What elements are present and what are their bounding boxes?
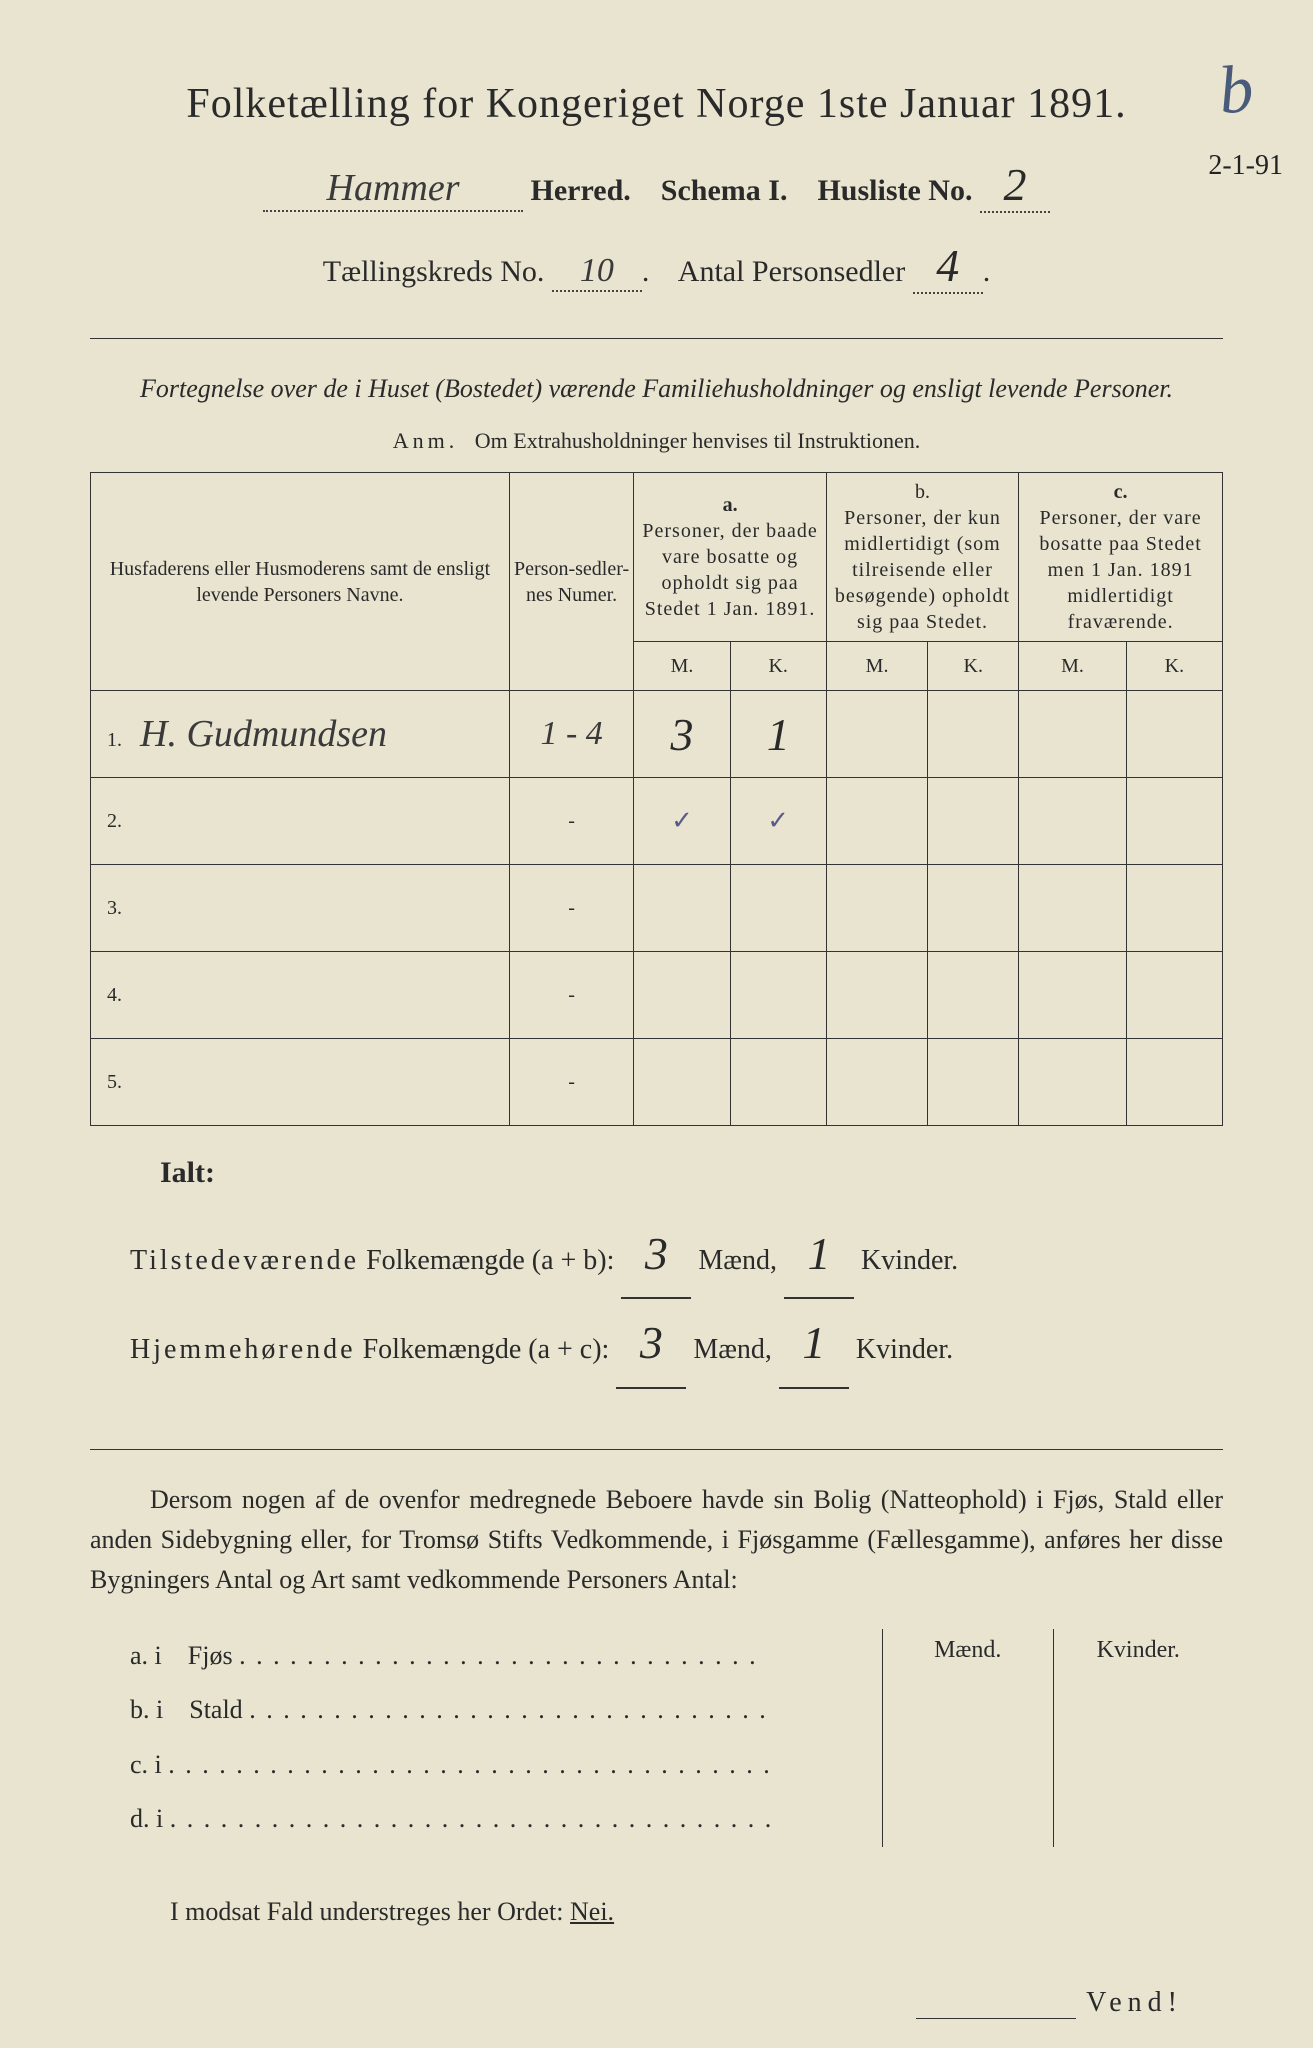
total-tilstede-k: 1 [807, 1228, 830, 1279]
col-header-c: c. Personer, der vare bosatte paa Stedet… [1019, 473, 1223, 642]
col-c-m: M. [1019, 642, 1127, 691]
col-header-numer: Person-sedler-nes Numer. [509, 473, 634, 691]
bottom-table: a. i Fjøs . . . . . . . . . . . . . . . … [90, 1629, 1223, 1847]
totals-block: Tilstedeværende Folkemængde (a + b): 3 M… [130, 1210, 1223, 1389]
anm-prefix: Anm. [393, 428, 459, 453]
nei-word: Nei. [570, 1897, 614, 1926]
husliste-label: Husliste No. [817, 174, 972, 207]
col-header-a: a. Personer, der baade vare bosatte og o… [634, 473, 826, 642]
kreds-value: 10 [580, 252, 614, 289]
table-row: 3. - [91, 865, 1223, 952]
herred-label: Herred. [531, 174, 631, 207]
husliste-value: 2 [1003, 159, 1026, 210]
bottom-kvinder-header: Kvinder. [1054, 1629, 1224, 1672]
bottom-list: a. i Fjøs . . . . . . . . . . . . . . . … [90, 1629, 882, 1847]
antal-label: Antal Personsedler [678, 255, 905, 288]
modsat-line: I modsat Fald understreges her Ordet: Ne… [170, 1897, 1223, 1927]
col-b-k: K. [928, 642, 1019, 691]
total-hjemme-k: 1 [802, 1317, 825, 1368]
col-header-b: b. Personer, der kun midlertidigt (som t… [826, 473, 1018, 642]
col-header-names: Husfaderens eller Husmoderens samt de en… [91, 473, 510, 691]
table-row: 4. - [91, 952, 1223, 1039]
row1-name: H. Gudmundsen [140, 713, 387, 755]
table-row: 5. - [91, 1039, 1223, 1126]
col-b-m: M. [826, 642, 928, 691]
bottom-maend-header: Mænd. [883, 1629, 1053, 1672]
main-table: Husfaderens eller Husmoderens samt de en… [90, 472, 1223, 1126]
bottom-mk-cols: Mænd. Kvinder. [882, 1629, 1223, 1847]
total-tilstede-m: 3 [645, 1228, 668, 1279]
anm-line: Anm. Om Extrahusholdninger henvises til … [90, 428, 1223, 454]
header-line-herred: Hammer Herred. Schema I. Husliste No. 2 [90, 158, 1223, 213]
vend-label: Vend! [90, 1987, 1183, 2019]
divider-2 [90, 1449, 1223, 1450]
kreds-label: Tællingskreds No. [323, 255, 545, 288]
document-title: Folketælling for Kongeriget Norge 1ste J… [90, 80, 1223, 128]
antal-value: 4 [936, 240, 959, 291]
margin-date: 2-1-91 [1208, 150, 1283, 182]
ialt-label: Ialt: [160, 1156, 1223, 1190]
subtitle: Fortegnelse over de i Huset (Bostedet) v… [90, 369, 1223, 408]
header-line-kreds: Tællingskreds No. 10. Antal Personsedler… [90, 239, 1223, 294]
divider [90, 338, 1223, 339]
paragraph: Dersom nogen af de ovenfor medregnede Be… [90, 1480, 1223, 1601]
document-page: b 2-1-91 Folketælling for Kongeriget Nor… [0, 0, 1313, 2048]
schema-label: Schema I. [661, 174, 788, 207]
col-c-k: K. [1126, 642, 1222, 691]
total-hjemme-m: 3 [640, 1317, 663, 1368]
herred-value: Hammer [327, 167, 460, 209]
table-row: 2. - ✓ ✓ [91, 778, 1223, 865]
anm-text: Om Extrahusholdninger henvises til Instr… [475, 428, 920, 453]
col-a-k: K. [730, 642, 826, 691]
table-row: 1. H. Gudmundsen 1 - 4 3 1 [91, 691, 1223, 778]
col-a-m: M. [634, 642, 730, 691]
